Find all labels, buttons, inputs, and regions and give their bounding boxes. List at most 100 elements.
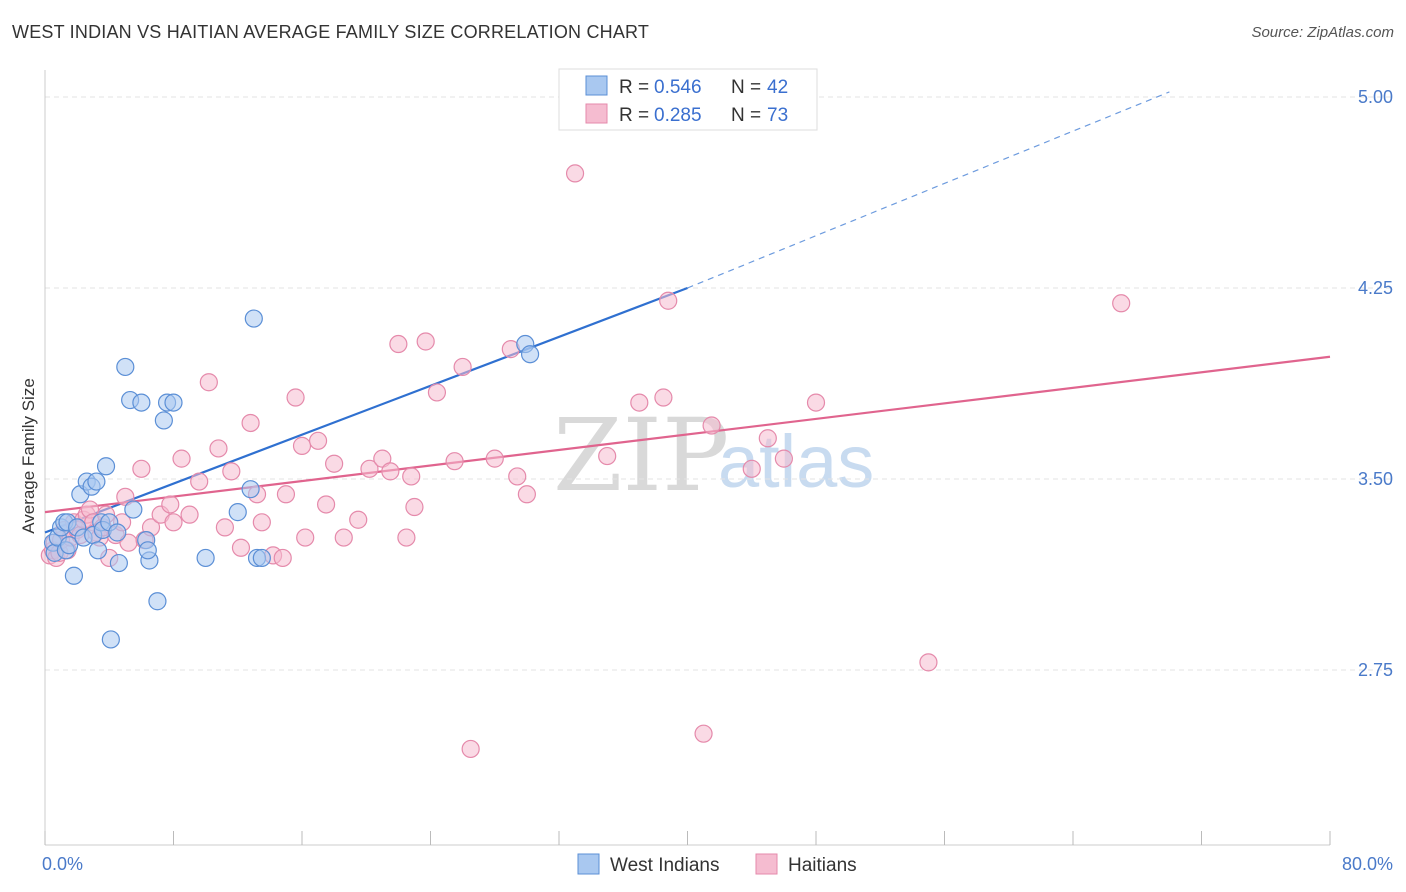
point-west-indians xyxy=(108,523,127,542)
legend-swatch-haitians xyxy=(585,103,608,124)
point-haitians xyxy=(308,431,328,450)
point-haitians xyxy=(296,528,315,547)
y-tick-label: 5.00 xyxy=(1358,87,1393,107)
point-haitians xyxy=(273,548,292,568)
bottom-legend: West Indians Haitians xyxy=(577,853,857,876)
legend-n-value-west-indians: 42 xyxy=(767,77,788,98)
point-haitians xyxy=(172,449,191,468)
top-legend: R = 0.546 N = 42 R = 0.285 N = 73 xyxy=(558,68,818,131)
point-haitians xyxy=(508,467,527,486)
y-axis-label: Average Family Size xyxy=(19,378,38,534)
point-haitians xyxy=(806,393,826,412)
bottom-legend-label-west-indians: West Indians xyxy=(610,855,719,876)
point-haitians xyxy=(397,528,416,547)
point-west-indians xyxy=(96,457,116,476)
point-west-indians xyxy=(252,548,271,568)
point-haitians xyxy=(694,724,713,743)
point-haitians xyxy=(349,510,368,529)
point-west-indians xyxy=(101,630,120,649)
point-haitians xyxy=(742,459,761,478)
point-west-indians xyxy=(520,345,540,364)
point-haitians xyxy=(325,454,344,473)
legend-r-label: R = xyxy=(619,105,649,126)
point-haitians xyxy=(453,357,472,377)
point-haitians xyxy=(445,452,464,471)
point-haitians xyxy=(161,495,180,514)
legend-r-value-haitians: 0.285 xyxy=(654,105,702,126)
point-west-indians xyxy=(154,411,173,430)
bottom-legend-swatch-haitians xyxy=(755,853,778,875)
point-west-indians xyxy=(148,592,167,611)
point-west-indians xyxy=(88,541,108,560)
point-haitians xyxy=(919,653,938,672)
legend-swatch-west-indians xyxy=(585,75,608,96)
point-haitians xyxy=(316,495,336,514)
watermark-zip: ZIP xyxy=(553,397,729,514)
point-haitians xyxy=(654,388,673,407)
point-haitians xyxy=(659,291,678,310)
point-west-indians xyxy=(124,500,143,519)
point-haitians xyxy=(164,513,183,532)
point-haitians xyxy=(209,439,228,458)
legend-n-value-haitians: 73 xyxy=(767,105,788,126)
point-haitians xyxy=(276,485,296,504)
point-haitians xyxy=(461,739,480,759)
point-haitians xyxy=(292,436,312,455)
point-haitians xyxy=(199,373,218,392)
point-haitians xyxy=(517,485,536,504)
y-tick-label: 3.50 xyxy=(1358,469,1393,489)
point-haitians xyxy=(180,505,199,524)
point-haitians xyxy=(565,164,585,183)
x-tick-label-max: 80.0% xyxy=(1342,854,1393,874)
bottom-legend-swatch-west-indians xyxy=(577,853,600,875)
point-west-indians xyxy=(59,536,79,555)
point-haitians xyxy=(132,459,151,478)
point-west-indians xyxy=(138,541,157,560)
point-haitians xyxy=(231,538,251,557)
legend-n-label: N = xyxy=(731,77,761,98)
point-west-indians xyxy=(196,548,215,568)
point-haitians xyxy=(241,413,260,433)
legend-n-label: N = xyxy=(731,105,761,126)
data-points xyxy=(40,164,1131,759)
point-haitians xyxy=(416,332,435,351)
x-tick-label-min: 0.0% xyxy=(42,854,83,874)
point-haitians xyxy=(630,393,649,412)
point-haitians xyxy=(286,388,305,407)
y-tick-label: 2.75 xyxy=(1358,660,1393,680)
point-west-indians xyxy=(132,393,151,412)
point-west-indians xyxy=(164,393,183,412)
point-haitians xyxy=(427,383,447,402)
point-west-indians xyxy=(244,309,263,328)
point-haitians xyxy=(758,429,777,448)
point-west-indians xyxy=(116,357,135,377)
point-haitians xyxy=(405,497,424,517)
point-haitians xyxy=(485,449,504,468)
legend-r-label: R = xyxy=(619,77,649,98)
point-haitians xyxy=(215,518,234,537)
point-haitians xyxy=(702,416,721,435)
point-haitians xyxy=(598,446,617,466)
point-haitians xyxy=(252,513,271,532)
trend-line-west-indians xyxy=(44,286,688,534)
axes: 2.75 3.50 4.25 5.00 0.0% 80.0% xyxy=(42,70,1393,874)
bottom-legend-label-haitians: Haitians xyxy=(788,855,857,876)
point-haitians xyxy=(381,462,400,481)
watermark-atlas: atlas xyxy=(718,420,874,503)
trend-line-extension-west-indians xyxy=(687,91,1170,289)
legend-r-value-west-indians: 0.546 xyxy=(654,77,702,98)
chart-title: WEST INDIAN VS HAITIAN AVERAGE FAMILY SI… xyxy=(12,22,650,42)
point-haitians xyxy=(402,467,421,486)
point-west-indians xyxy=(109,553,128,573)
gridlines xyxy=(45,96,1395,671)
source-label: Source: ZipAtlas.com xyxy=(1251,24,1394,41)
y-tick-label: 4.25 xyxy=(1358,278,1393,298)
point-west-indians xyxy=(228,503,247,522)
point-haitians xyxy=(1112,294,1131,313)
point-west-indians xyxy=(241,480,260,499)
point-haitians xyxy=(222,462,241,481)
point-west-indians xyxy=(87,472,106,491)
point-west-indians xyxy=(64,566,84,585)
point-haitians xyxy=(360,459,379,478)
